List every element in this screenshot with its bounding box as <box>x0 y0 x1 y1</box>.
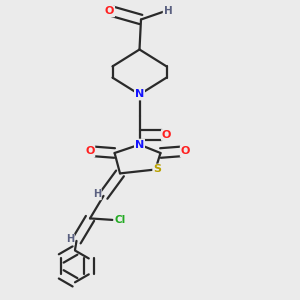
Text: S: S <box>153 164 161 175</box>
Text: N: N <box>135 89 144 100</box>
Text: H: H <box>164 6 172 16</box>
Text: Cl: Cl <box>114 215 126 225</box>
Text: N: N <box>135 140 144 150</box>
Text: O: O <box>105 6 114 16</box>
Text: H: H <box>93 189 101 200</box>
Text: O: O <box>162 130 171 140</box>
Text: O: O <box>85 146 94 157</box>
Text: O: O <box>181 146 190 157</box>
Text: H: H <box>66 234 74 244</box>
